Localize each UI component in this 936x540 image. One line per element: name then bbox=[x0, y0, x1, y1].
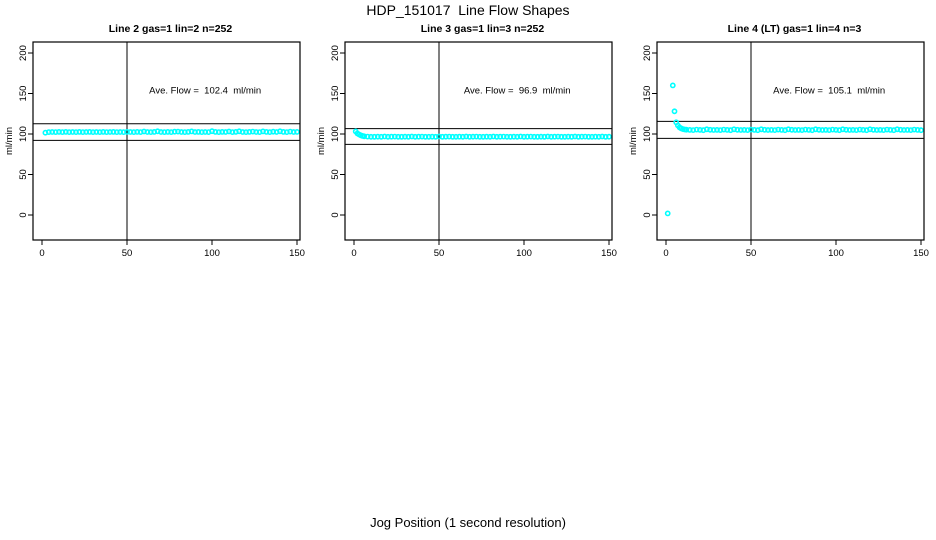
charts-row: Line 2 gas=1 lin=2 n=252 0 50 100 150 0 50 100 1… bbox=[0, 20, 936, 265]
data-point bbox=[606, 133, 612, 140]
y-tick-label: 0 bbox=[18, 212, 29, 217]
y-tick-label: 200 bbox=[18, 45, 29, 61]
data-point bbox=[671, 108, 678, 115]
plot-box bbox=[32, 41, 301, 241]
panel-title: Line 3 gas=1 lin=3 n=252 bbox=[421, 23, 545, 35]
annotation-ave-flow: Ave. Flow = 105.1 ml/min bbox=[773, 86, 885, 97]
data-point bbox=[294, 129, 300, 135]
y-tick-label: 150 bbox=[18, 86, 29, 102]
data-point bbox=[449, 133, 456, 140]
y-axis-title: ml/min bbox=[4, 127, 15, 155]
x-tick-label: 0 bbox=[39, 248, 44, 259]
y-tick-label: 100 bbox=[330, 126, 341, 142]
x-axis-label: Jog Position (1 second resolution) bbox=[370, 515, 566, 530]
x-tick-label: 0 bbox=[663, 248, 668, 259]
y-tick-label: 50 bbox=[330, 169, 341, 180]
y-tick-label: 50 bbox=[18, 169, 29, 180]
y-axis-title: ml/min bbox=[628, 127, 639, 155]
data-point bbox=[664, 210, 671, 217]
x-tick-label: 100 bbox=[204, 248, 220, 259]
plot-box bbox=[344, 41, 613, 241]
y-tick-label: 150 bbox=[642, 86, 653, 102]
panel-title: Line 2 gas=1 lin=2 n=252 bbox=[109, 23, 233, 35]
chart-panel-2: Line 3 gas=1 lin=3 n=252 0 50 100 150 0 50 100 1… bbox=[316, 23, 617, 259]
y-tick-label: 0 bbox=[330, 212, 341, 217]
annotation-ave-flow: Ave. Flow = 102.4 ml/min bbox=[149, 86, 261, 97]
x-tick-label: 100 bbox=[828, 248, 844, 259]
data-point bbox=[368, 133, 374, 140]
y-tick-label: 50 bbox=[642, 169, 653, 180]
x-tick-label: 50 bbox=[122, 248, 133, 259]
plot-box bbox=[656, 41, 925, 241]
data-point bbox=[669, 82, 676, 89]
x-tick-label: 150 bbox=[289, 248, 305, 259]
annotation-ave-flow: Ave. Flow = 96.9 ml/min bbox=[464, 86, 571, 97]
x-tick-label: 0 bbox=[351, 248, 356, 259]
chart-panel-1: Line 2 gas=1 lin=2 n=252 0 50 100 150 0 50 100 1… bbox=[4, 23, 305, 259]
x-tick-label: 50 bbox=[434, 248, 445, 259]
chart-panel-3: Line 4 (LT) gas=1 lin=4 n=3 0 50 100 150 0 50 1… bbox=[628, 23, 929, 259]
y-tick-label: 0 bbox=[642, 212, 653, 217]
y-tick-label: 200 bbox=[330, 45, 341, 61]
data-point bbox=[918, 127, 924, 134]
data-point bbox=[504, 133, 510, 140]
figure-title: HDP_151017 Line Flow Shapes bbox=[366, 2, 570, 18]
data-point bbox=[585, 133, 592, 140]
y-axis-title: ml/min bbox=[316, 127, 327, 155]
x-tick-label: 100 bbox=[516, 248, 532, 259]
x-tick-label: 150 bbox=[913, 248, 929, 259]
y-tick-label: 100 bbox=[18, 126, 29, 142]
x-tick-label: 150 bbox=[601, 248, 617, 259]
x-tick-label: 50 bbox=[746, 248, 757, 259]
panel-title: Line 4 (LT) gas=1 lin=4 n=3 bbox=[728, 23, 862, 35]
y-tick-label: 150 bbox=[330, 86, 341, 102]
y-tick-label: 200 bbox=[642, 45, 653, 61]
y-tick-label: 100 bbox=[642, 126, 653, 142]
